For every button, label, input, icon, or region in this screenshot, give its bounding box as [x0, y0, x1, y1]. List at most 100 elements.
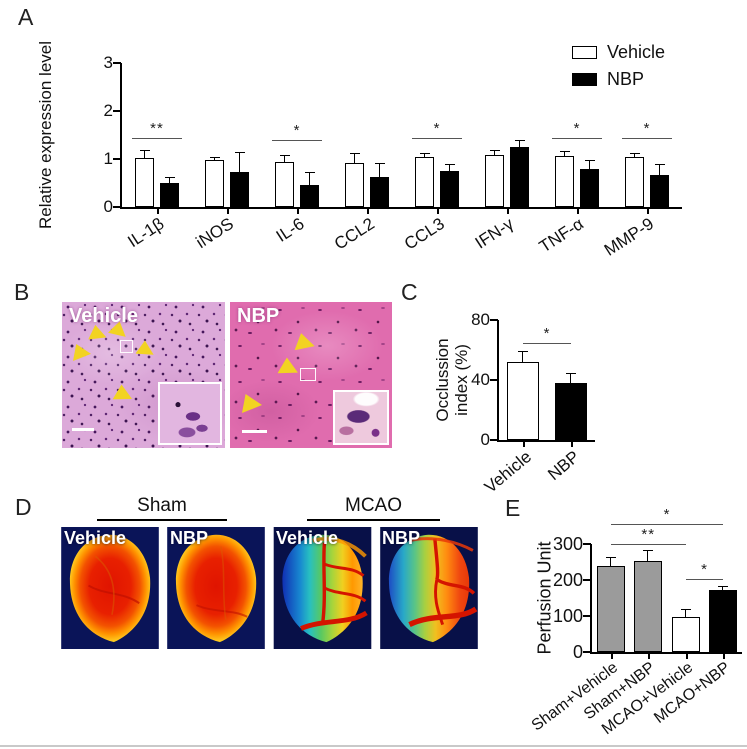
x-category-label-text: iNOS [192, 214, 238, 253]
y-tick [583, 651, 591, 653]
arrowhead-icon [242, 394, 262, 413]
panel-a-legend: Vehicle NBP [572, 42, 665, 96]
error-bar [522, 351, 523, 362]
panel-d-letter: D [15, 494, 32, 520]
error-bar [238, 153, 240, 172]
y-tick [113, 110, 121, 112]
error-bar-cap [559, 151, 570, 153]
error-bar [378, 164, 380, 178]
mcao-nbp-perfusion-image: NBP [378, 527, 480, 649]
significance-stars: ** [150, 119, 164, 137]
sham-nbp-perfusion-image: NBP [166, 527, 266, 649]
y-tick-label: 0 [103, 197, 113, 216]
significance-stars: * [573, 119, 581, 137]
bar-NBP [555, 383, 587, 440]
y-tick-label: 300 [552, 534, 583, 554]
error-bar [143, 150, 145, 159]
y-tick-label: 0 [572, 642, 583, 662]
significance-line [523, 343, 571, 344]
y-tick-label: 80 [471, 310, 490, 329]
error-bar-cap [374, 163, 385, 165]
mcao-vehicle-perfusion-image: Vehicle [272, 527, 373, 649]
x-category-label-text: NBP [544, 447, 584, 485]
y-tick-label: 40 [471, 370, 490, 389]
error-bar-cap [566, 373, 576, 374]
x-tick [577, 209, 579, 214]
error-bar [588, 160, 590, 170]
legend-label: NBP [607, 69, 645, 89]
error-bar-cap [234, 152, 245, 154]
error-bar [658, 164, 660, 176]
bar-MCAO+NBP [709, 590, 738, 652]
x-tick [507, 209, 509, 214]
y-tick [583, 615, 591, 617]
y-tick [113, 62, 121, 64]
arrowhead-icon [113, 383, 136, 405]
x-tick [437, 209, 439, 214]
error-bar [518, 141, 520, 148]
bar-IL-1β [160, 183, 179, 207]
bar-MMP-9 [625, 157, 644, 207]
y-tick [583, 579, 591, 581]
legend-swatch-nbp [572, 73, 597, 86]
x-category-label-text: IL-1β [124, 214, 168, 252]
x-category-label-text: TNF-α [536, 214, 588, 257]
bar-MCAO+Vehicle [671, 616, 700, 652]
error-bar-cap [349, 153, 360, 155]
error-bar [609, 557, 611, 566]
x-category-label-text: IFN-γ [472, 214, 518, 253]
x-tick [647, 209, 649, 214]
significance-stars: ** [641, 526, 656, 544]
error-bar-cap [279, 154, 290, 156]
legend-label: Vehicle [607, 42, 666, 62]
histology-vehicle-inset [158, 382, 222, 445]
y-tick-label: 200 [552, 570, 583, 590]
sham-vehicle-brain-graphic [61, 527, 159, 649]
error-bar-cap [444, 164, 455, 166]
significance-line [610, 523, 724, 525]
panel-c-bar-chart: 0 40 80 Vehicle NBP * [471, 311, 595, 497]
roi-box [300, 368, 316, 381]
mcao-nbp-image-label: NBP [382, 528, 421, 548]
sham-nbp-image-label: NBP [170, 528, 209, 548]
sham-header-underline [97, 519, 227, 521]
bar-Sham+NBP [634, 561, 663, 652]
panel-e-letter: E [505, 495, 521, 521]
legend-row-vehicle: Vehicle [572, 42, 665, 63]
error-bar-cap [680, 609, 691, 611]
significance-line [622, 137, 672, 139]
panel-b-letter: B [14, 279, 30, 305]
bar-Vehicle [507, 362, 539, 440]
x-category-label-text: CCL3 [400, 214, 448, 254]
error-bar [570, 374, 571, 383]
error-bar-cap [654, 163, 665, 165]
significance-stars: * [543, 325, 551, 342]
error-bar [563, 152, 565, 157]
x-tick [157, 209, 159, 214]
x-category-label-text: Vehicle [480, 447, 536, 497]
panel-e-bar-chart: 0 100 200 300 Sham+Vehicle Sham+NBP MCAO+Vehic… [529, 506, 742, 738]
arrowhead-icon [295, 332, 317, 353]
error-bar [283, 155, 285, 163]
scale-bar [72, 428, 94, 431]
error-bar [633, 153, 635, 158]
significance-stars: * [293, 121, 301, 139]
bar-IFN-γ [510, 147, 529, 207]
sham-vehicle-perfusion-image: Vehicle [60, 527, 160, 649]
x-category-label-text: CCL2 [330, 214, 378, 254]
significance-stars: * [663, 505, 671, 523]
x-category-label-text: IL-6 [272, 214, 308, 246]
significance-line [552, 137, 602, 139]
bar-iNOS [230, 171, 249, 207]
y-tick [490, 319, 498, 321]
x-tick [523, 442, 525, 447]
x-tick [723, 654, 726, 659]
significance-line [272, 139, 322, 141]
bar-iNOS [205, 160, 224, 207]
histology-nbp-image: NBP [230, 302, 392, 448]
error-bar-cap [518, 350, 528, 352]
y-tick-label: 100 [552, 606, 583, 626]
error-bar [722, 587, 724, 591]
error-bar-cap [209, 157, 220, 159]
